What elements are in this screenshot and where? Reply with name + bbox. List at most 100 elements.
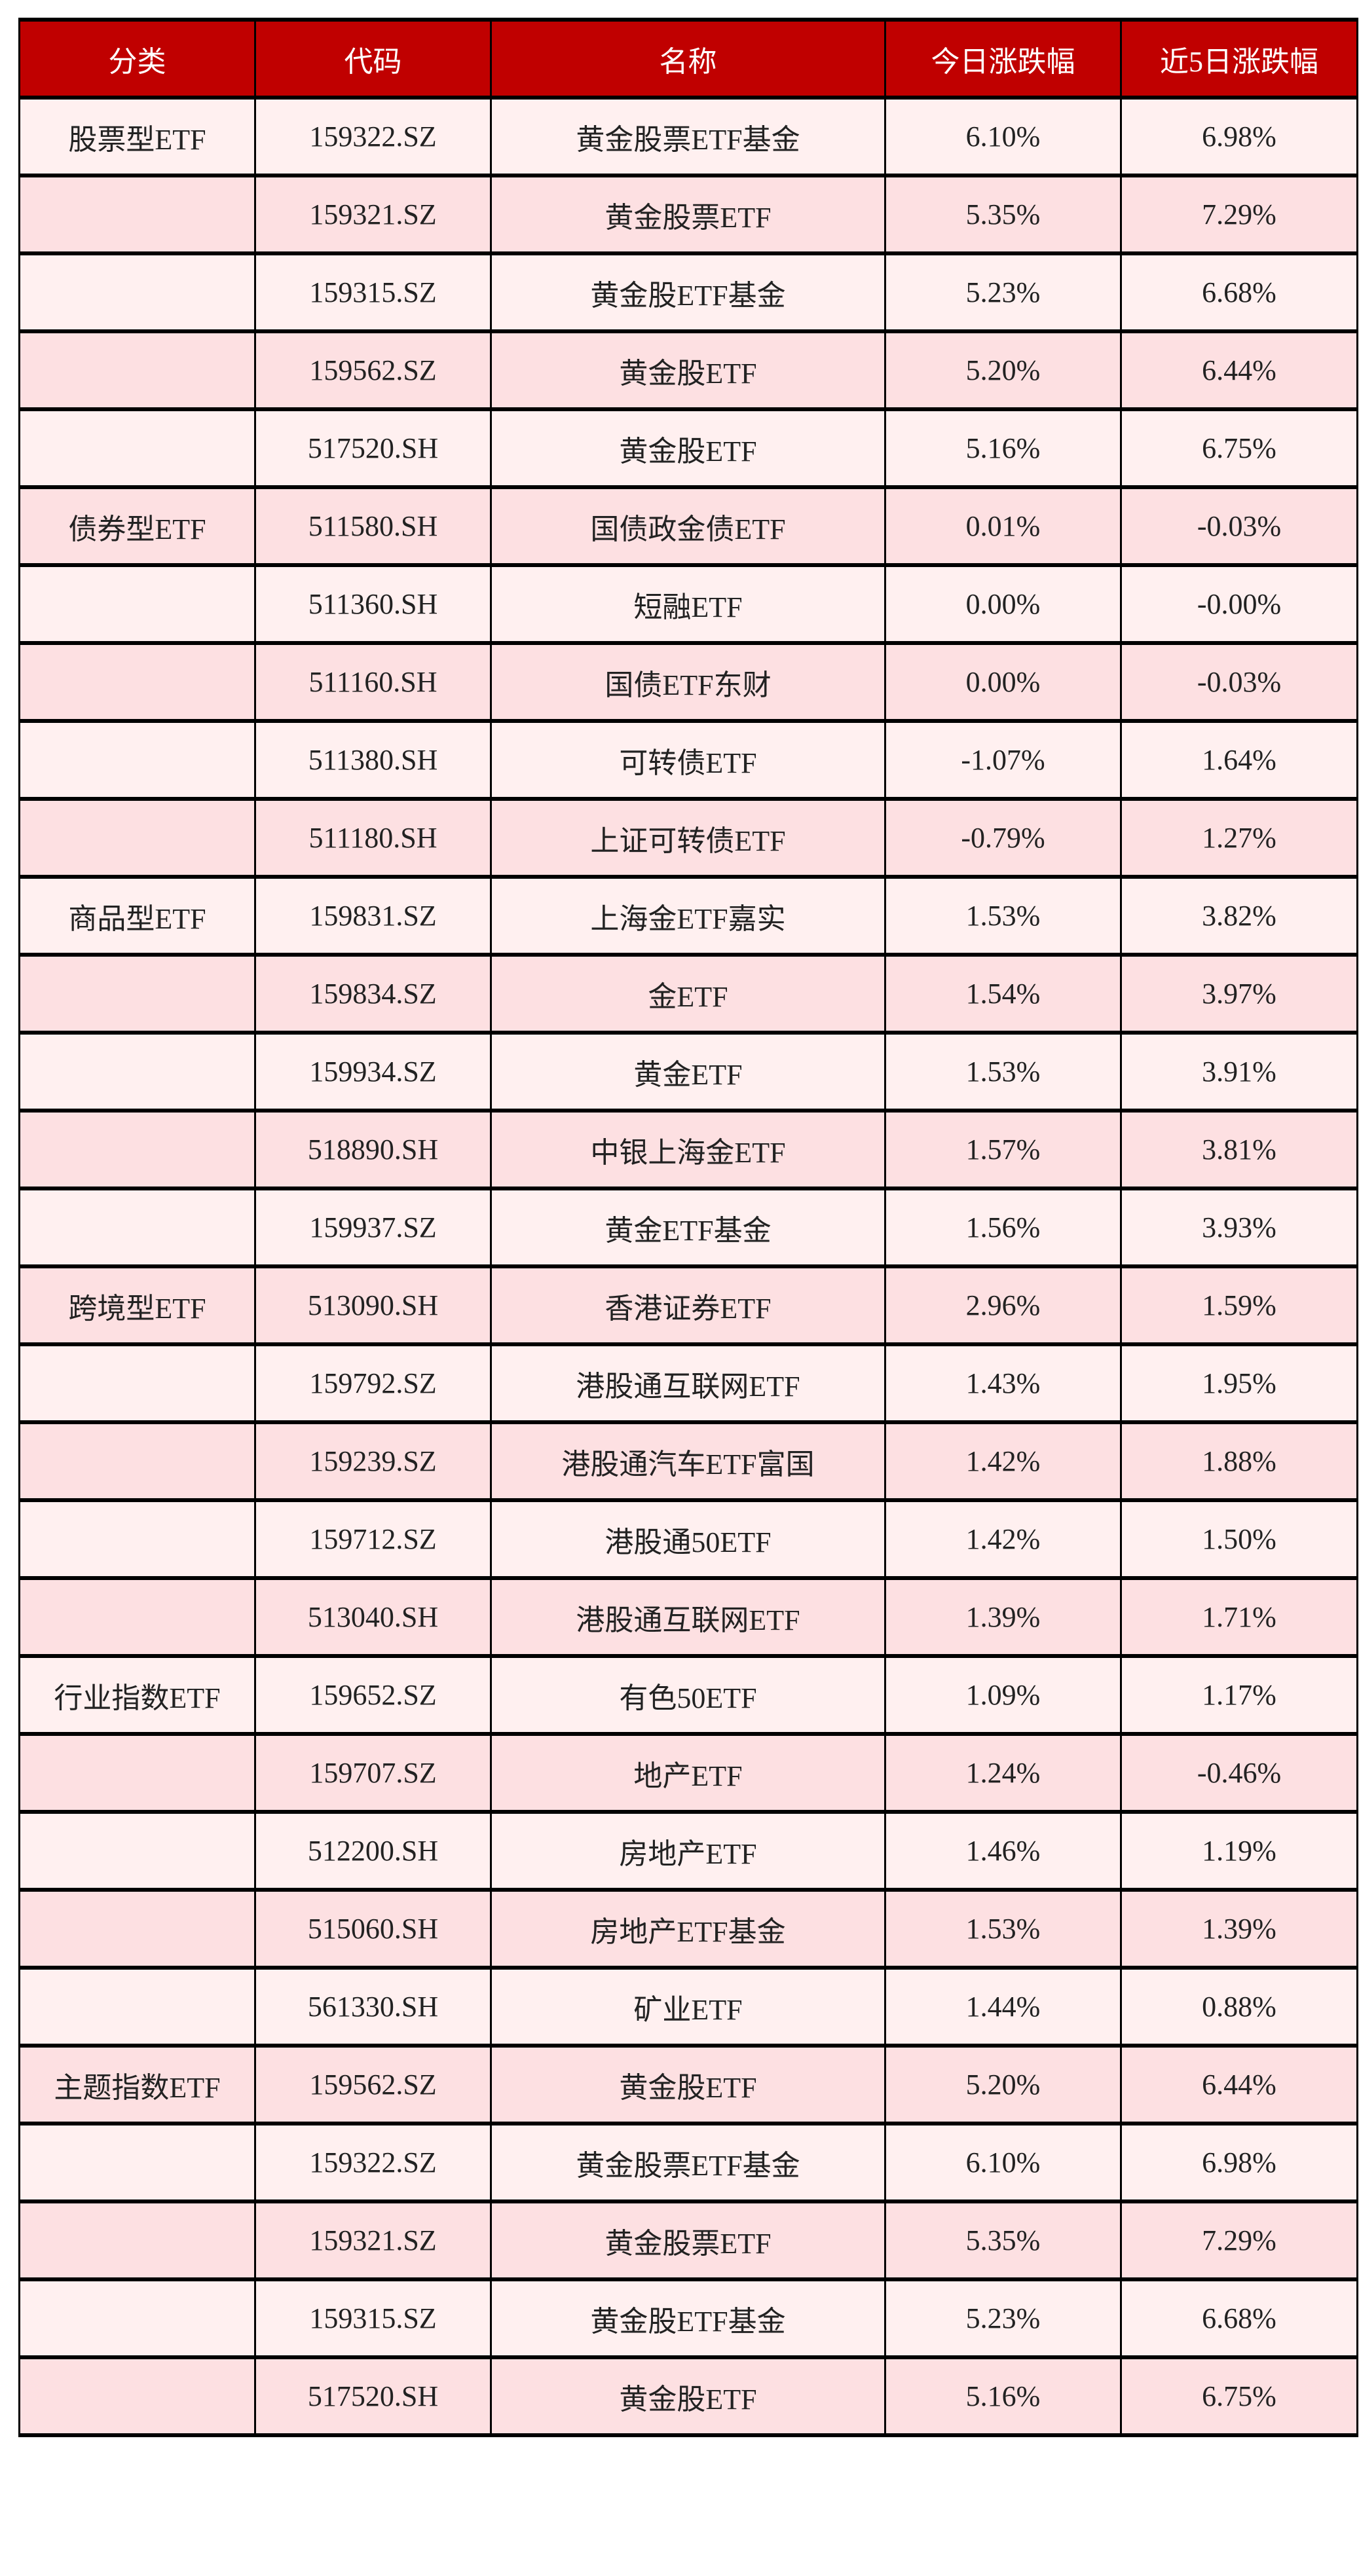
name-cell: 黄金ETF基金: [490, 1187, 886, 1268]
table-row: 511180.SH 上证可转债ETF -0.79% 1.27%: [18, 797, 1358, 879]
table-row: 159321.SZ 黄金股票ETF 5.35% 7.29%: [18, 2199, 1358, 2281]
code-cell: 159322.SZ: [254, 2122, 492, 2203]
five-day-change-cell: 3.82%: [1120, 875, 1358, 957]
name-cell: 黄金股票ETF: [490, 2199, 886, 2281]
five-day-change-cell: 1.19%: [1120, 1810, 1358, 1892]
five-day-change-cell: 0.88%: [1120, 1966, 1358, 2048]
name-cell: 港股通互联网ETF: [490, 1576, 886, 1658]
header-row: 分类 代码 名称 今日涨跌幅 近5日涨跌幅: [18, 18, 1358, 100]
five-day-change-cell: 1.95%: [1120, 1342, 1358, 1424]
category-cell: [18, 1342, 256, 1424]
table-row: 159315.SZ 黄金股ETF基金 5.23% 6.68%: [18, 2277, 1358, 2359]
five-day-change-cell: 6.75%: [1120, 2355, 1358, 2437]
code-cell: 518890.SH: [254, 1109, 492, 1190]
code-cell: 159934.SZ: [254, 1031, 492, 1113]
category-cell: [18, 1031, 256, 1113]
five-day-change-cell: 6.68%: [1120, 2277, 1358, 2359]
category-cell: [18, 953, 256, 1035]
today-change-cell: 5.23%: [884, 251, 1122, 333]
code-cell: 159322.SZ: [254, 96, 492, 177]
table-row: 159937.SZ 黄金ETF基金 1.56% 3.93%: [18, 1187, 1358, 1268]
category-cell: 主题指数ETF: [18, 2044, 256, 2125]
five-day-change-cell: -0.46%: [1120, 1732, 1358, 1814]
category-cell: [18, 719, 256, 801]
today-change-cell: 1.46%: [884, 1810, 1122, 1892]
five-day-change-cell: 1.71%: [1120, 1576, 1358, 1658]
today-change-cell: 1.44%: [884, 1966, 1122, 2048]
category-cell: [18, 2277, 256, 2359]
five-day-change-cell: -0.03%: [1120, 485, 1358, 567]
today-change-cell: 1.39%: [884, 1576, 1122, 1658]
code-cell: 511180.SH: [254, 797, 492, 879]
table-row: 561330.SH 矿业ETF 1.44% 0.88%: [18, 1966, 1358, 2048]
category-cell: [18, 2355, 256, 2437]
today-change-cell: 5.20%: [884, 329, 1122, 411]
table-row: 159322.SZ 黄金股票ETF基金 6.10% 6.98%: [18, 2122, 1358, 2203]
category-cell: [18, 1109, 256, 1190]
category-cell: [18, 251, 256, 333]
category-cell: [18, 1810, 256, 1892]
table-row: 行业指数ETF 159652.SZ 有色50ETF 1.09% 1.17%: [18, 1654, 1358, 1736]
name-cell: 黄金股ETF: [490, 407, 886, 489]
header-category: 分类: [18, 18, 256, 100]
name-cell: 房地产ETF: [490, 1810, 886, 1892]
category-cell: [18, 1498, 256, 1580]
name-cell: 黄金股ETF: [490, 2044, 886, 2125]
category-cell: [18, 2122, 256, 2203]
today-change-cell: 0.00%: [884, 641, 1122, 723]
five-day-change-cell: 6.44%: [1120, 329, 1358, 411]
name-cell: 黄金ETF: [490, 1031, 886, 1113]
category-cell: 股票型ETF: [18, 96, 256, 177]
category-cell: [18, 329, 256, 411]
five-day-change-cell: 6.98%: [1120, 96, 1358, 177]
today-change-cell: 6.10%: [884, 96, 1122, 177]
code-cell: 512200.SH: [254, 1810, 492, 1892]
code-cell: 159937.SZ: [254, 1187, 492, 1268]
today-change-cell: 5.16%: [884, 2355, 1122, 2437]
name-cell: 地产ETF: [490, 1732, 886, 1814]
code-cell: 159831.SZ: [254, 875, 492, 957]
header-name: 名称: [490, 18, 886, 100]
category-cell: [18, 174, 256, 255]
name-cell: 国债ETF东财: [490, 641, 886, 723]
table-row: 511160.SH 国债ETF东财 0.00% -0.03%: [18, 641, 1358, 723]
category-cell: [18, 2199, 256, 2281]
five-day-change-cell: 6.68%: [1120, 251, 1358, 333]
code-cell: 511380.SH: [254, 719, 492, 801]
five-day-change-cell: 1.17%: [1120, 1654, 1358, 1736]
name-cell: 上证可转债ETF: [490, 797, 886, 879]
name-cell: 港股通汽车ETF富国: [490, 1420, 886, 1502]
name-cell: 港股通50ETF: [490, 1498, 886, 1580]
today-change-cell: 0.00%: [884, 563, 1122, 645]
name-cell: 中银上海金ETF: [490, 1109, 886, 1190]
name-cell: 港股通互联网ETF: [490, 1342, 886, 1424]
table-row: 511360.SH 短融ETF 0.00% -0.00%: [18, 563, 1358, 645]
five-day-change-cell: 6.44%: [1120, 2044, 1358, 2125]
name-cell: 上海金ETF嘉实: [490, 875, 886, 957]
today-change-cell: 1.43%: [884, 1342, 1122, 1424]
five-day-change-cell: 1.39%: [1120, 1888, 1358, 1970]
five-day-change-cell: 1.59%: [1120, 1264, 1358, 1346]
table-row: 513040.SH 港股通互联网ETF 1.39% 1.71%: [18, 1576, 1358, 1658]
five-day-change-cell: 1.27%: [1120, 797, 1358, 879]
category-cell: [18, 1187, 256, 1268]
name-cell: 国债政金债ETF: [490, 485, 886, 567]
today-change-cell: 6.10%: [884, 2122, 1122, 2203]
table-row: 159792.SZ 港股通互联网ETF 1.43% 1.95%: [18, 1342, 1358, 1424]
today-change-cell: 1.53%: [884, 875, 1122, 957]
name-cell: 短融ETF: [490, 563, 886, 645]
table-row: 159562.SZ 黄金股ETF 5.20% 6.44%: [18, 329, 1358, 411]
table-row: 股票型ETF 159322.SZ 黄金股票ETF基金 6.10% 6.98%: [18, 96, 1358, 177]
table-row: 主题指数ETF 159562.SZ 黄金股ETF 5.20% 6.44%: [18, 2044, 1358, 2125]
name-cell: 黄金股票ETF基金: [490, 96, 886, 177]
five-day-change-cell: 1.50%: [1120, 1498, 1358, 1580]
code-cell: 159562.SZ: [254, 329, 492, 411]
category-cell: [18, 1732, 256, 1814]
five-day-change-cell: -0.03%: [1120, 641, 1358, 723]
five-day-change-cell: 6.98%: [1120, 2122, 1358, 2203]
code-cell: 159315.SZ: [254, 251, 492, 333]
table-row: 159934.SZ 黄金ETF 1.53% 3.91%: [18, 1031, 1358, 1113]
category-cell: [18, 1966, 256, 2048]
code-cell: 159707.SZ: [254, 1732, 492, 1814]
today-change-cell: -1.07%: [884, 719, 1122, 801]
